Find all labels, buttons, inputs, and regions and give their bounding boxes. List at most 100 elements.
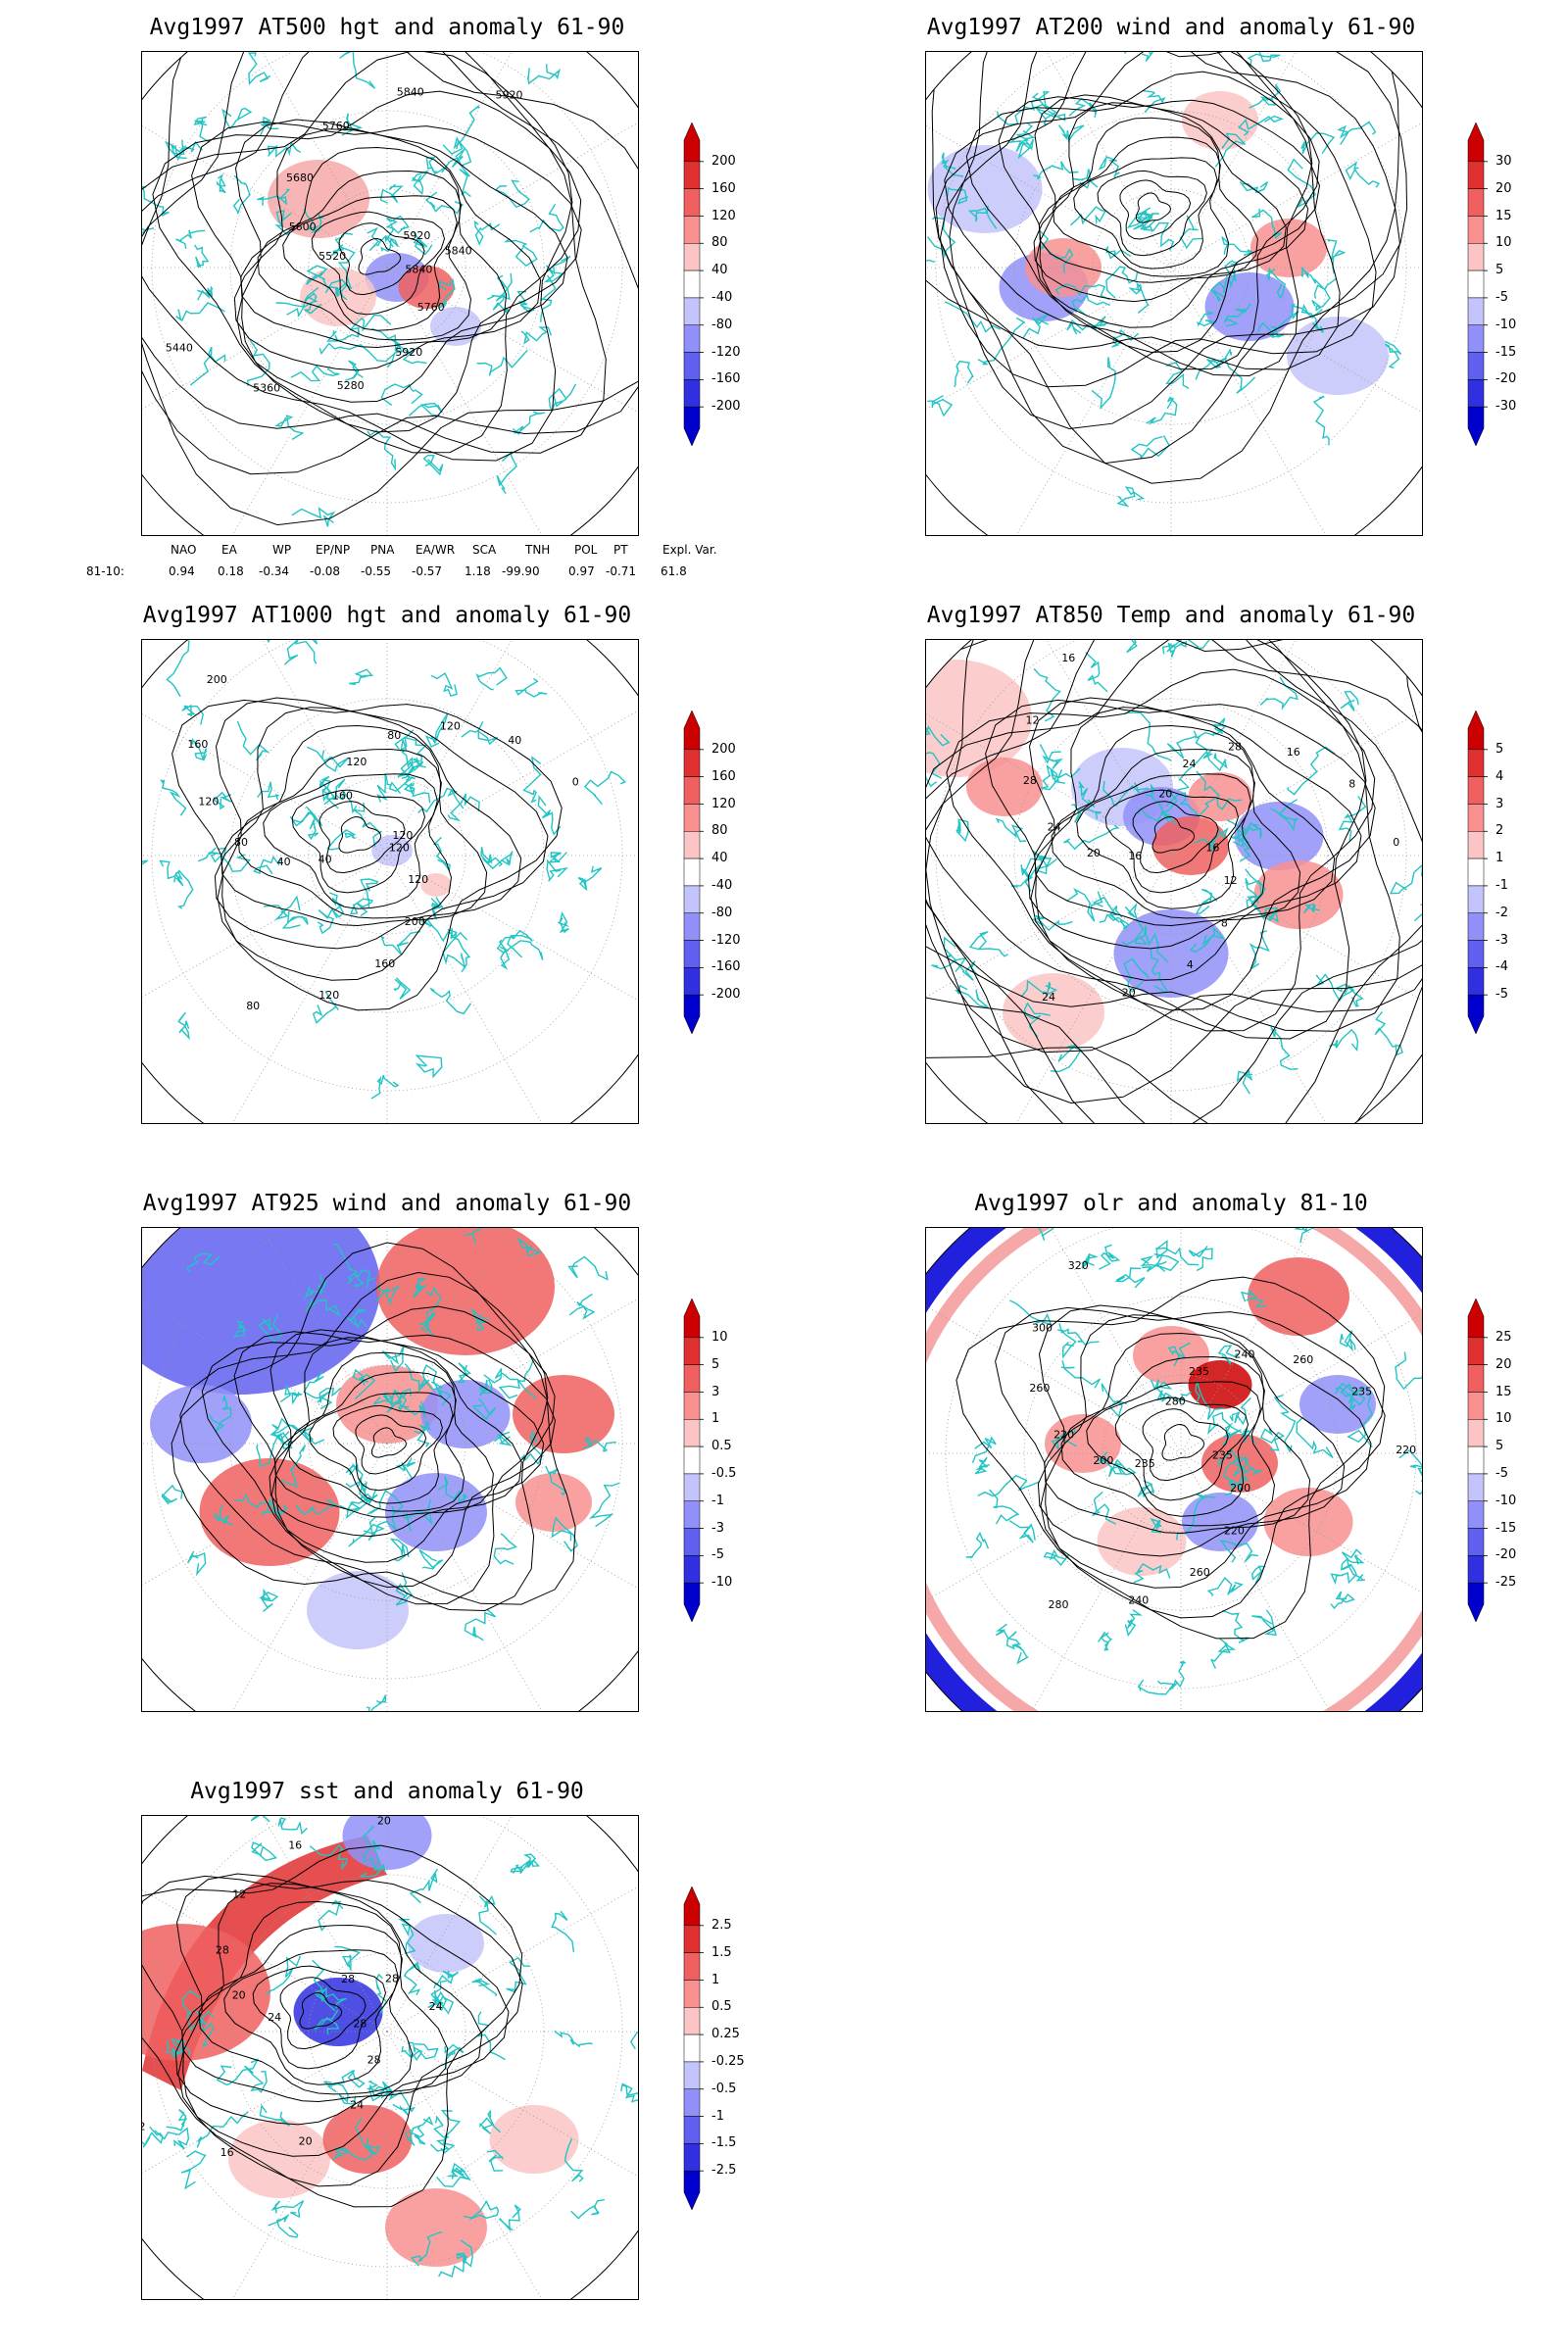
polar-map: 16 12 8 4 20 24 16 20 24 28 12 16 20 24 28 16 8 0 [926,640,1422,1123]
coastline [1251,208,1283,239]
colorbar-tick-label: -10 [711,1575,733,1591]
contour-label: 16 [220,2146,234,2159]
coastline [420,1286,442,1333]
colorbar-tick-label: 0.25 [711,2027,740,2042]
coastline [1169,1660,1187,1690]
coastline [526,64,561,85]
coastline [545,1465,566,1496]
coastline [395,1392,426,1419]
coastline [410,2230,443,2267]
coastline [1270,799,1298,831]
contour-label: 5920 [395,346,422,359]
map-layer [142,1228,638,1711]
colorbar-tick-label: -1 [711,2108,724,2124]
anomaly-shading [385,2188,487,2267]
coastline [1311,284,1331,312]
anomaly-shading [1152,816,1229,875]
colorbar-bin [1467,297,1485,325]
contour-line [1076,773,1251,909]
coastline [476,349,528,376]
contour-label: 20 [1087,847,1101,859]
colorbar-bin [1467,804,1485,832]
coastline [461,720,499,746]
contour-line [233,128,542,371]
colorbar-tick-label: -160 [711,959,741,975]
coastline [173,869,194,909]
coastline [1210,275,1228,303]
coastline [1196,770,1243,810]
coastline [1395,1351,1422,1391]
meridian-line [190,640,388,857]
coastline [1251,1609,1277,1637]
meridian-line [142,855,388,1053]
coastline [1081,1252,1100,1269]
coastline [1039,744,1063,769]
coastline [941,152,964,177]
panel-title: Avg1997 AT850 Temp and anomaly 61-90 [926,603,1416,628]
coastline [1240,1290,1266,1308]
coastline [1140,1253,1180,1272]
meridian-line [984,1228,1182,1454]
contour-label: 5840 [405,264,432,276]
colorbar-bin [683,270,701,299]
polar-map: 235 200 220 260 240 280 235 200 220 260 300 320 280 2… [926,1228,1422,1711]
colorbar-tick-label: 5 [1495,263,1504,278]
coastline [397,759,424,778]
colorbar-bin [1467,967,1485,996]
colorbar-tick-label: 10 [1495,1411,1512,1427]
coastline [1413,891,1422,922]
meridian-line [926,1256,1182,1454]
coastline [213,791,232,810]
contour-label: 8 [1348,778,1355,791]
coastline [1167,1342,1191,1367]
coastline [175,229,206,250]
contour-line [279,1977,367,2050]
meridian-line [1180,1228,1378,1454]
polar-map: 1201202001601208040408012016020016012080… [142,640,638,1123]
colorbar: 5 4 3 2 1 -1 -2 -3 -4 -5 [1460,710,1568,1034]
colorbar-bin [1467,1446,1485,1475]
contour-label: 280 [1165,1395,1186,1407]
map-frame: 28 28 24 20 16 12 24 20 28 12 16 20 28 28 24 [141,1815,639,2300]
colorbar-tick-label: 25 [1495,1329,1512,1345]
colorbar-triangle [1467,1582,1485,1622]
coastline [1122,640,1138,654]
colorbar-tick-label: -3 [711,1520,724,1536]
coastline [421,1364,452,1406]
colorbar-tick-label: 1.5 [711,1944,732,1960]
colorbar-tick-label: 1 [711,1411,720,1427]
coastline [498,939,511,970]
colorbar-bin [683,858,701,887]
coastline [332,1244,359,1285]
coastline [1179,215,1203,250]
coastline [1229,1397,1251,1426]
contour-line [926,640,1400,1032]
contour-label: 28 [353,2018,367,2031]
coastline [927,217,956,259]
coastline [418,1549,444,1570]
coastline [1098,155,1120,178]
coastline [1143,219,1175,251]
contour-label: 300 [1032,1322,1053,1335]
anomaly-shading [300,268,376,326]
coastline [974,1456,990,1475]
coastline [629,2009,638,2050]
colorbar-tick-label: -40 [711,289,733,305]
contour-label: 5920 [496,89,523,102]
colorbar-triangle [1467,406,1485,446]
coastline [394,736,412,768]
colorbar-tick-label: -3 [1495,932,1508,948]
coastline [236,720,270,761]
map-frame: 16 12 8 4 20 24 16 20 24 28 12 16 20 24 28 16 8 0 [925,639,1423,1124]
colorbar-bin [683,2061,701,2089]
coastline [251,1841,277,1862]
contour-label: 20 [377,1816,391,1828]
contour-line [985,699,1376,1011]
streamline [944,52,1313,377]
colorbar-tick-label: 40 [711,263,728,278]
colorbar-bar [1467,1298,1488,1622]
coastline [194,244,210,268]
coastline [1091,1491,1116,1525]
coastline [1259,1428,1286,1451]
index-value: 1.18 [465,564,491,578]
